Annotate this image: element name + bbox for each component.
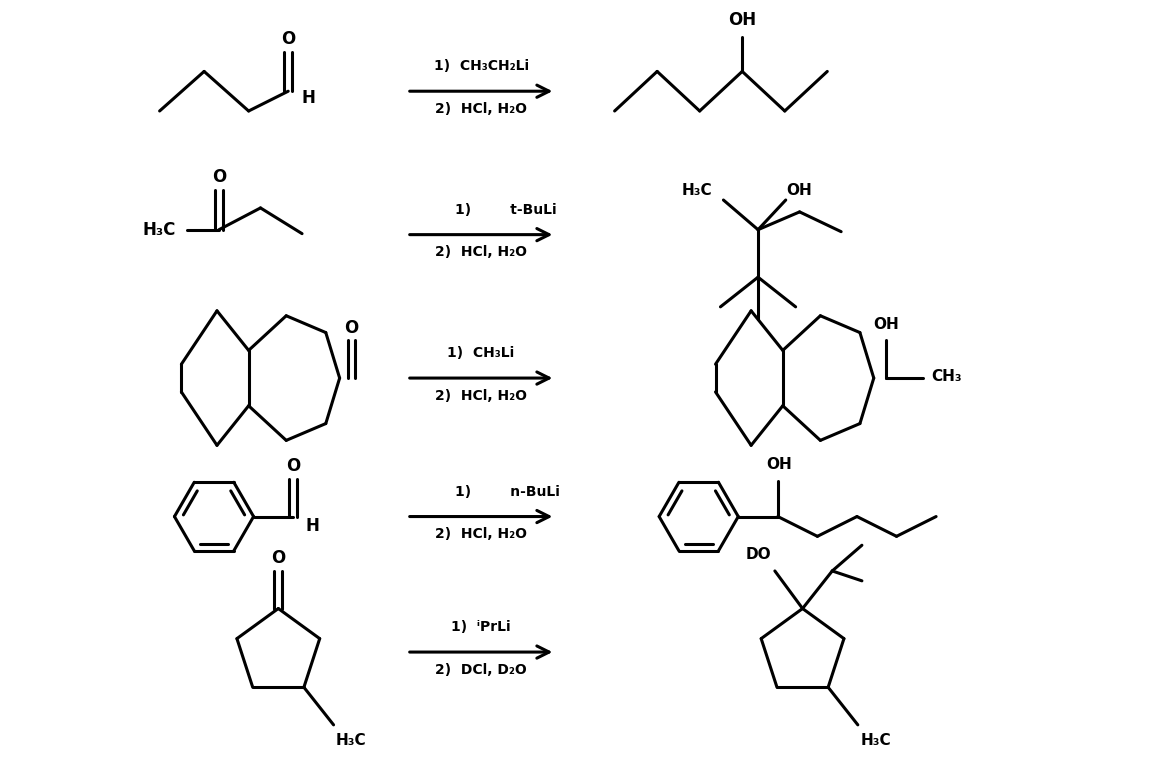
- Text: O: O: [345, 319, 358, 336]
- Text: O: O: [271, 549, 285, 567]
- Text: O: O: [287, 457, 300, 475]
- Text: 1): 1): [455, 485, 481, 499]
- Text: 1)  CH₃Li: 1) CH₃Li: [448, 346, 515, 360]
- Text: 2)  HCl, H₂O: 2) HCl, H₂O: [435, 246, 527, 260]
- Text: 2)  HCl, H₂O: 2) HCl, H₂O: [435, 389, 527, 403]
- Text: OH: OH: [728, 11, 756, 29]
- Text: n-BuLi: n-BuLi: [481, 485, 560, 499]
- Text: H₃C: H₃C: [336, 733, 367, 748]
- Text: OH: OH: [766, 457, 791, 472]
- Text: O: O: [281, 30, 296, 48]
- Text: 1)  CH₃CH₂Li: 1) CH₃CH₂Li: [434, 59, 529, 74]
- Text: CH₃: CH₃: [931, 369, 963, 383]
- Text: t-BuLi: t-BuLi: [481, 203, 557, 217]
- Text: H₃C: H₃C: [143, 220, 176, 239]
- Text: 2)  DCl, D₂O: 2) DCl, D₂O: [435, 663, 527, 677]
- Text: H₃C: H₃C: [681, 183, 712, 197]
- Text: 2)  HCl, H₂O: 2) HCl, H₂O: [435, 102, 527, 116]
- Text: H₃C: H₃C: [861, 733, 891, 748]
- Text: 2)  HCl, H₂O: 2) HCl, H₂O: [435, 528, 527, 541]
- Text: 1)  ⁱPrLi: 1) ⁱPrLi: [451, 621, 510, 634]
- Text: O: O: [212, 168, 226, 187]
- Text: 1): 1): [455, 203, 481, 217]
- Text: OH: OH: [872, 317, 899, 332]
- Text: DO: DO: [745, 547, 771, 561]
- Text: OH: OH: [786, 183, 812, 197]
- Text: H: H: [306, 518, 320, 535]
- Text: H: H: [302, 89, 314, 107]
